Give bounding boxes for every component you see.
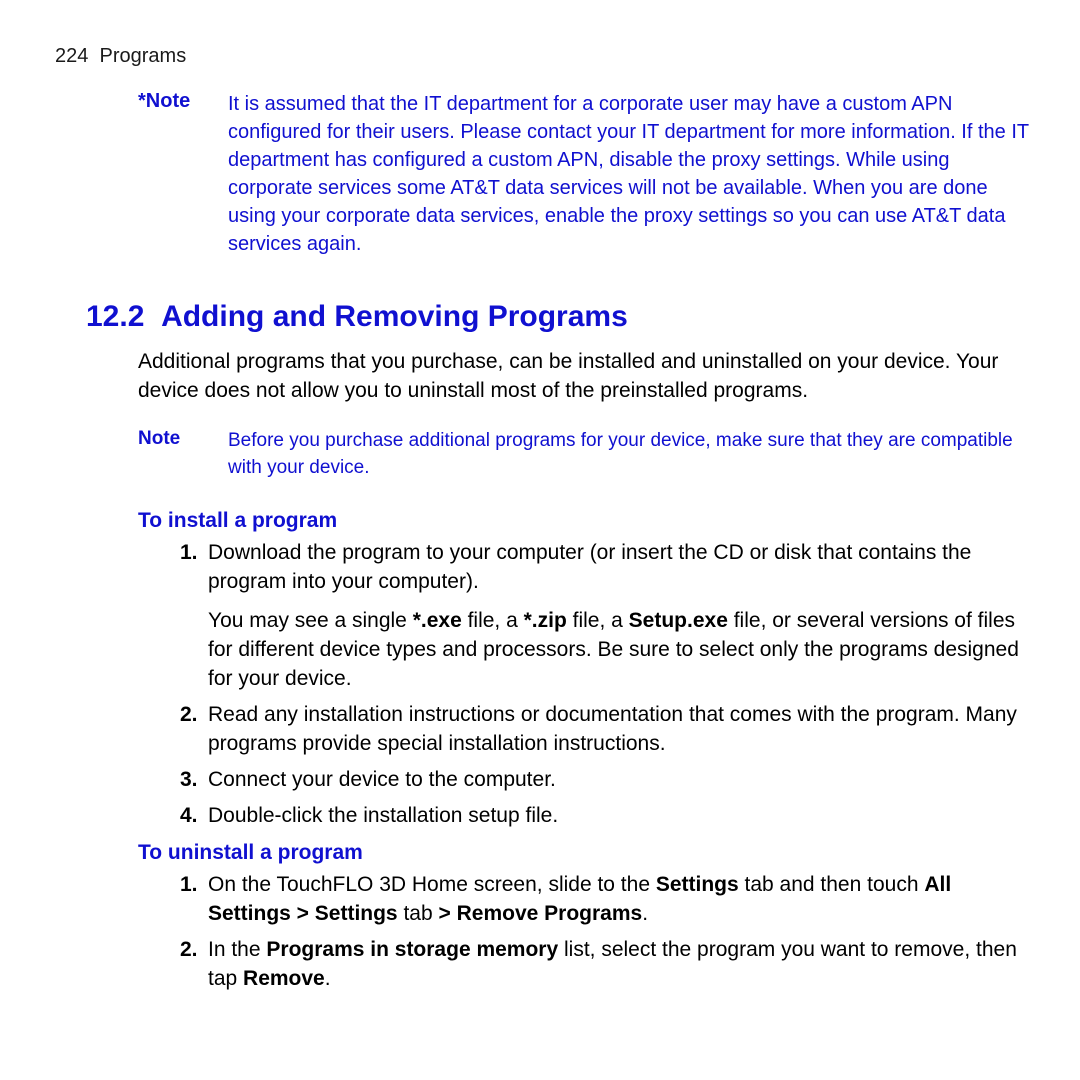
uninstall-heading: To uninstall a program: [50, 841, 1030, 865]
list-number: 1.: [180, 539, 208, 694]
list-item: 1. On the TouchFLO 3D Home screen, slide…: [180, 871, 1030, 929]
note-text: Before you purchase additional programs …: [228, 428, 1030, 481]
list-item: 4. Double-click the installation setup f…: [180, 802, 1030, 831]
list-content: Read any installation instructions or do…: [208, 701, 1030, 759]
uninstall-list: 1. On the TouchFLO 3D Home screen, slide…: [50, 871, 1030, 994]
list-item: 2. In the Programs in storage memory lis…: [180, 936, 1030, 994]
note-text: It is assumed that the IT department for…: [228, 90, 1030, 258]
section-number: 12.2: [86, 300, 144, 333]
list-subparagraph: You may see a single *.exe file, a *.zip…: [208, 607, 1030, 694]
install-list: 1. Download the program to your computer…: [50, 539, 1030, 831]
list-content: On the TouchFLO 3D Home screen, slide to…: [208, 871, 1030, 929]
note-block-1: *Note It is assumed that the IT departme…: [50, 90, 1030, 258]
list-content: Double-click the installation setup file…: [208, 802, 1030, 831]
note-block-2: Note Before you purchase additional prog…: [50, 428, 1030, 481]
list-item: 1. Download the program to your computer…: [180, 539, 1030, 694]
section-title: Adding and Removing Programs: [161, 300, 628, 333]
list-content: Download the program to your computer (o…: [208, 539, 1030, 694]
list-content: In the Programs in storage memory list, …: [208, 936, 1030, 994]
list-number: 4.: [180, 802, 208, 831]
note-label: *Note: [138, 90, 228, 258]
list-number: 3.: [180, 766, 208, 795]
install-heading: To install a program: [50, 509, 1030, 533]
intro-paragraph: Additional programs that you purchase, c…: [50, 348, 1030, 406]
list-content: Connect your device to the computer.: [208, 766, 1030, 795]
list-number: 2.: [180, 936, 208, 994]
chapter-name: Programs: [100, 45, 187, 67]
list-item: 3. Connect your device to the computer.: [180, 766, 1030, 795]
note-label: Note: [138, 428, 228, 481]
section-heading: 12.2 Adding and Removing Programs: [50, 300, 1030, 334]
page-number: 224: [55, 45, 88, 67]
list-item: 2. Read any installation instructions or…: [180, 701, 1030, 759]
list-number: 1.: [180, 871, 208, 929]
list-number: 2.: [180, 701, 208, 759]
page-header: 224 Programs: [50, 45, 1030, 68]
